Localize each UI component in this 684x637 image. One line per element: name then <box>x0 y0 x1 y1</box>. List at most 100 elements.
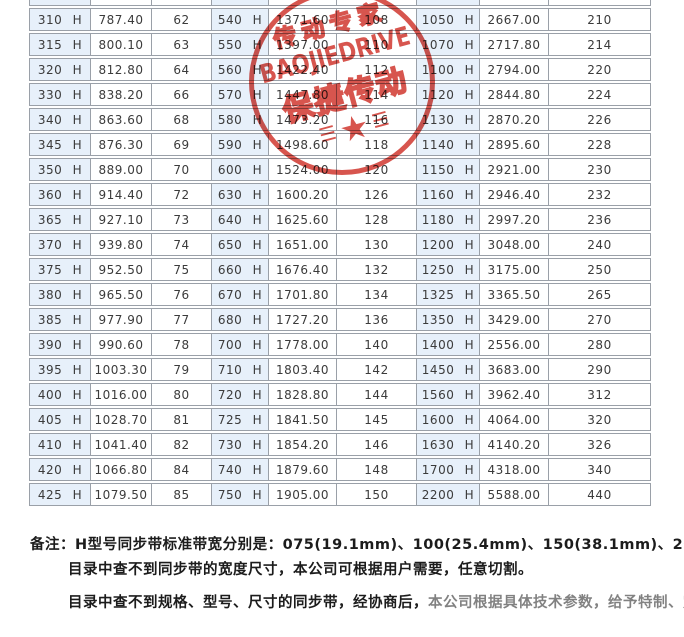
cell-teeth-group2: 145 <box>337 408 417 431</box>
cell-length-group2: 1371.60 <box>269 8 337 31</box>
cell-teeth-group1: 72 <box>152 183 212 206</box>
remarks-block: 备注：H型号同步带标准带宽分别是：075(19.1mm)、100(25.4mm)… <box>30 537 684 612</box>
cell-teeth-group1: 66 <box>152 83 212 106</box>
table-row: 410 H 1041.40 82 730 H 1854.20 146 1630 … <box>29 433 651 456</box>
cell-teeth-group1: 76 <box>152 283 212 306</box>
cell-model-group1: 330 H <box>29 83 91 106</box>
cell-length-group1: 800.10 <box>91 33 152 56</box>
cell-length-group2: 1727.20 <box>269 308 337 331</box>
cell-model-group1: 345 H <box>29 133 91 156</box>
clipped-cell <box>212 0 269 6</box>
cell-length-group3: 3048.00 <box>480 233 549 256</box>
cell-teeth-group2: 108 <box>337 8 417 31</box>
clipped-cell <box>152 0 212 6</box>
cell-model-group1: 380 H <box>29 283 91 306</box>
table-row: 385 H 977.90 77 680 H 1727.20 136 1350 H… <box>29 308 651 331</box>
table-row: 395 H 1003.30 79 710 H 1803.40 142 1450 … <box>29 358 651 381</box>
cell-model-group1: 420 H <box>29 458 91 481</box>
cell-teeth-group3: 240 <box>549 233 651 256</box>
note-line-2-text: 目录中查不到同步带的宽度尺寸，本公司可根据用户需要，任意切割。 <box>68 562 533 578</box>
cell-model-group2: 740 H <box>212 458 269 481</box>
cell-model-group3: 1120 H <box>417 83 480 106</box>
table-row: 420 H 1066.80 84 740 H 1879.60 148 1700 … <box>29 458 651 481</box>
cell-model-group3: 1700 H <box>417 458 480 481</box>
cell-length-group1: 787.40 <box>91 8 152 31</box>
cell-length-group3: 2667.00 <box>480 8 549 31</box>
cell-length-group2: 1879.60 <box>269 458 337 481</box>
cell-model-group2: 570 H <box>212 83 269 106</box>
belt-table-body: 310 H 787.40 62 540 H 1371.60 108 1050 H… <box>29 8 651 506</box>
cell-length-group2: 1701.80 <box>269 283 337 306</box>
cell-teeth-group1: 69 <box>152 133 212 156</box>
cell-length-group3: 2946.40 <box>480 183 549 206</box>
cell-length-group2: 1473.20 <box>269 108 337 131</box>
cell-model-group1: 405 H <box>29 408 91 431</box>
cell-model-group2: 580 H <box>212 108 269 131</box>
cell-teeth-group2: 132 <box>337 258 417 281</box>
table-row: 345 H 876.30 69 590 H 1498.60 118 1140 H… <box>29 133 651 156</box>
cell-teeth-group1: 78 <box>152 333 212 356</box>
cell-model-group2: 650 H <box>212 233 269 256</box>
cell-length-group2: 1600.20 <box>269 183 337 206</box>
table-row: 405 H 1028.70 81 725 H 1841.50 145 1600 … <box>29 408 651 431</box>
cell-model-group3: 1350 H <box>417 308 480 331</box>
cell-model-group2: 730 H <box>212 433 269 456</box>
note-line-1: 备注：H型号同步带标准带宽分别是：075(19.1mm)、100(25.4mm)… <box>30 537 684 554</box>
cell-length-group3: 2794.00 <box>480 58 549 81</box>
cell-length-group2: 1651.00 <box>269 233 337 256</box>
cell-model-group2: 700 H <box>212 333 269 356</box>
cell-model-group3: 1130 H <box>417 108 480 131</box>
table-row: 370 H 939.80 74 650 H 1651.00 130 1200 H… <box>29 233 651 256</box>
cell-model-group3: 1050 H <box>417 8 480 31</box>
cell-teeth-group1: 74 <box>152 233 212 256</box>
cell-length-group3: 3429.00 <box>480 308 549 331</box>
cell-model-group1: 315 H <box>29 33 91 56</box>
cell-teeth-group1: 77 <box>152 308 212 331</box>
cell-length-group1: 990.60 <box>91 333 152 356</box>
table-row: 310 H 787.40 62 540 H 1371.60 108 1050 H… <box>29 8 651 31</box>
cell-teeth-group2: 126 <box>337 183 417 206</box>
cell-model-group1: 350 H <box>29 158 91 181</box>
cell-model-group1: 425 H <box>29 483 91 506</box>
cell-model-group3: 1150 H <box>417 158 480 181</box>
cell-teeth-group3: 250 <box>549 258 651 281</box>
cell-teeth-group1: 81 <box>152 408 212 431</box>
cell-length-group1: 889.00 <box>91 158 152 181</box>
cell-length-group2: 1524.00 <box>269 158 337 181</box>
cell-teeth-group3: 280 <box>549 333 651 356</box>
cell-teeth-group3: 290 <box>549 358 651 381</box>
cell-teeth-group2: 148 <box>337 458 417 481</box>
cell-model-group2: 750 H <box>212 483 269 506</box>
cell-teeth-group3: 236 <box>549 208 651 231</box>
cell-model-group3: 1400 H <box>417 333 480 356</box>
cell-model-group1: 390 H <box>29 333 91 356</box>
cell-teeth-group1: 82 <box>152 433 212 456</box>
cell-teeth-group2: 142 <box>337 358 417 381</box>
cell-length-group3: 3683.00 <box>480 358 549 381</box>
cell-length-group1: 876.30 <box>91 133 152 156</box>
cell-teeth-group2: 116 <box>337 108 417 131</box>
cell-teeth-group1: 64 <box>152 58 212 81</box>
note-line-3-text: 目录中查不到规格、型号、尺寸的同步带，经协商后， <box>68 595 428 611</box>
cell-model-group3: 1325 H <box>417 283 480 306</box>
cell-teeth-group2: 114 <box>337 83 417 106</box>
cell-model-group2: 550 H <box>212 33 269 56</box>
cell-teeth-group3: 228 <box>549 133 651 156</box>
cell-length-group1: 927.10 <box>91 208 152 231</box>
cell-model-group1: 395 H <box>29 358 91 381</box>
table-row: 380 H 965.50 76 670 H 1701.80 134 1325 H… <box>29 283 651 306</box>
cell-length-group2: 1905.00 <box>269 483 337 506</box>
cell-length-group3: 2921.00 <box>480 158 549 181</box>
clipped-cell <box>417 0 480 6</box>
cell-teeth-group3: 326 <box>549 433 651 456</box>
cell-teeth-group3: 312 <box>549 383 651 406</box>
cell-teeth-group3: 220 <box>549 58 651 81</box>
cell-length-group1: 812.80 <box>91 58 152 81</box>
cell-model-group3: 1600 H <box>417 408 480 431</box>
cell-teeth-group1: 85 <box>152 483 212 506</box>
table-row: 330 H 838.20 66 570 H 1447.80 114 1120 H… <box>29 83 651 106</box>
cell-model-group2: 670 H <box>212 283 269 306</box>
cell-teeth-group2: 118 <box>337 133 417 156</box>
table-row: 315 H 800.10 63 550 H 1397.00 110 1070 H… <box>29 33 651 56</box>
cell-teeth-group2: 110 <box>337 33 417 56</box>
